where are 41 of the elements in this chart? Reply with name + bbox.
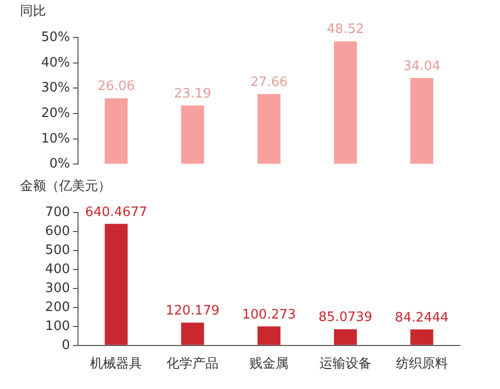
bar [258, 326, 280, 345]
data-label: 34.04 [403, 58, 440, 74]
y-axis-title: 同比 [20, 4, 46, 20]
y-tick-label: 100 [45, 318, 70, 334]
y-tick-label: 300 [45, 280, 70, 296]
bar [104, 224, 128, 345]
bar [410, 329, 434, 345]
y-tick-label: 700 [45, 204, 70, 220]
bar [104, 98, 128, 164]
x-tick-label: 化学产品 [166, 356, 219, 372]
y-axis-title: 金额（亿美元） [20, 178, 111, 194]
y-tick-label: 200 [45, 300, 70, 315]
y-tick-label: 0% [49, 156, 70, 172]
bar [258, 94, 280, 164]
y-tick-label: 10% [41, 131, 70, 146]
x-tick-label: 机械器具 [90, 356, 142, 372]
y-tick-label: 30% [41, 80, 70, 96]
bar [181, 322, 204, 345]
y-tick-label: 40% [41, 55, 70, 70]
y-tick-label: 50% [41, 30, 70, 45]
data-label: 120.179 [166, 303, 220, 318]
x-tick-label: 纺织原料 [396, 356, 448, 372]
data-label: 27.66 [250, 75, 288, 90]
y-tick-label: 600 [45, 224, 70, 239]
data-label: 48.52 [326, 22, 364, 38]
y-tick-label: 500 [45, 242, 70, 258]
data-label: 100.273 [242, 307, 296, 322]
bar [334, 41, 357, 164]
data-label: 26.06 [98, 79, 135, 94]
x-tick-label: 运输设备 [319, 356, 372, 372]
data-label: 84.2444 [394, 310, 449, 326]
data-label: 640.4677 [85, 204, 148, 220]
x-tick-label: 贱金属 [250, 356, 288, 372]
bar [181, 105, 204, 164]
data-label: 85.0739 [318, 310, 372, 326]
data-label: 23.19 [174, 86, 212, 102]
y-tick-label: 0 [62, 338, 70, 353]
y-tick-label: 400 [45, 262, 70, 277]
y-tick-label: 20% [41, 106, 70, 121]
bar [334, 329, 357, 345]
bar [410, 78, 434, 164]
